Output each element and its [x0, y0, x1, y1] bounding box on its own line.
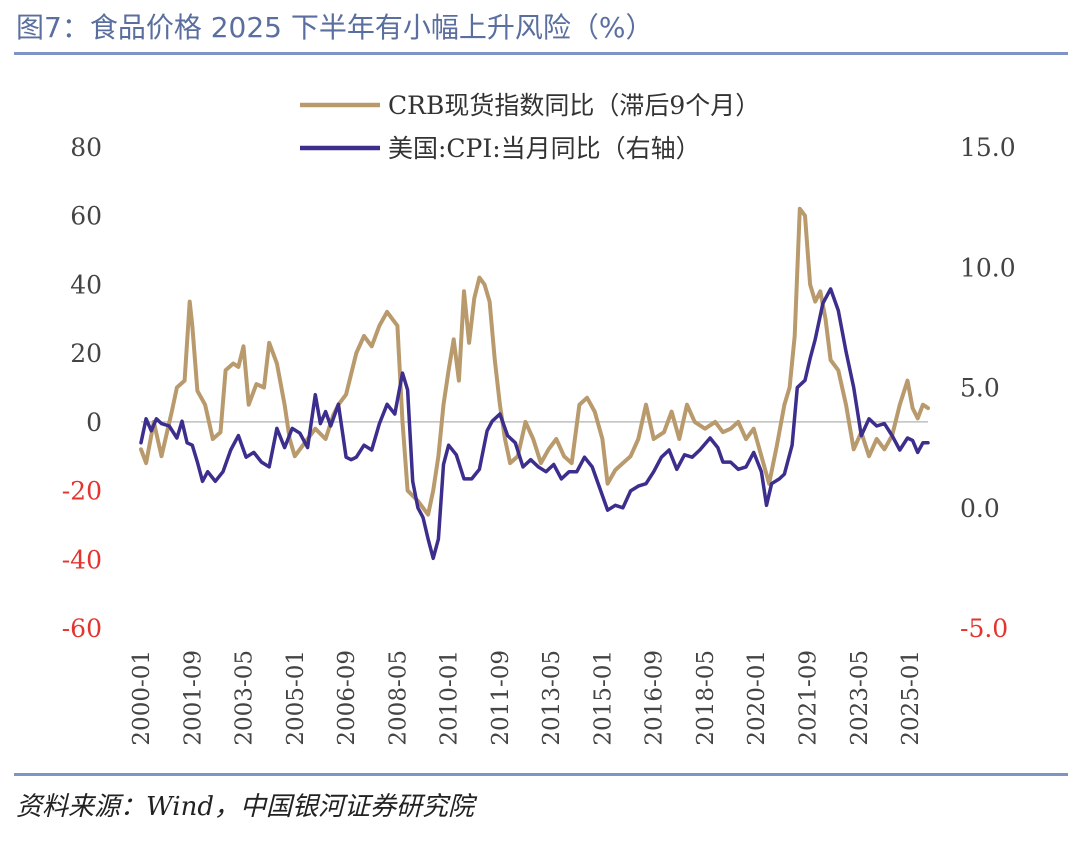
right-tick-label: 5.0	[960, 374, 1000, 403]
x-tick-label: 2021-09	[796, 650, 822, 746]
top-rule	[14, 52, 1068, 55]
left-tick-label: -40	[62, 545, 102, 574]
x-tick-label: 2015-01	[590, 650, 616, 746]
x-tick-label: 2016-09	[642, 650, 668, 746]
x-tick-label: 2011-09	[488, 650, 514, 746]
left-tick-label: 60	[70, 202, 102, 231]
x-tick-label: 2018-05	[693, 650, 719, 746]
x-tick-label: 2000-01	[129, 650, 155, 746]
x-tick-label: 2003-05	[232, 650, 258, 746]
right-tick-label: -5.0	[960, 614, 1008, 643]
left-tick-label: -60	[62, 614, 102, 643]
series-line-crb	[139, 206, 930, 517]
legend: CRB现货指数同比（滞后9个月） 美国:CPI:当月同比（右轴）	[300, 91, 760, 163]
x-tick-label: 2001-09	[180, 650, 206, 746]
left-tick-label: -20	[62, 477, 102, 506]
x-tick-label: 2013-05	[539, 650, 565, 746]
source-note: 资料来源：Wind，中国银河证券研究院	[16, 792, 474, 822]
x-tick-label: 2020-01	[744, 650, 770, 746]
legend-label: 美国:CPI:当月同比（右轴）	[388, 134, 701, 163]
left-tick-label: 40	[70, 270, 102, 299]
x-tick-label: 2025-01	[898, 650, 924, 746]
x-tick-label: 2005-01	[283, 650, 309, 746]
legend-label: CRB现货指数同比（滞后9个月）	[388, 91, 760, 120]
page-title: 图7：食品价格 2025 下半年有小幅上升风险（%）	[16, 11, 654, 44]
bottom-rule	[14, 773, 1068, 776]
x-tick-label: 2008-05	[385, 650, 411, 746]
x-tick-label: 2010-01	[437, 650, 463, 746]
series-line-cpi	[139, 287, 930, 561]
left-tick-label: 80	[70, 133, 102, 162]
right-tick-label: 15.0	[960, 133, 1016, 162]
left-tick-label: 20	[70, 339, 102, 368]
right-tick-label: 0.0	[960, 494, 1000, 523]
right-tick-label: 10.0	[960, 253, 1016, 282]
chart: 80 60 40 20 0 -20 -40 -60 15.0 10.0 5.0 0.0 -5.0 2000…	[62, 91, 1016, 746]
x-tick-label: 2006-09	[334, 650, 360, 746]
x-tick-label: 2023-05	[847, 650, 873, 746]
left-tick-label: 0	[86, 408, 102, 437]
